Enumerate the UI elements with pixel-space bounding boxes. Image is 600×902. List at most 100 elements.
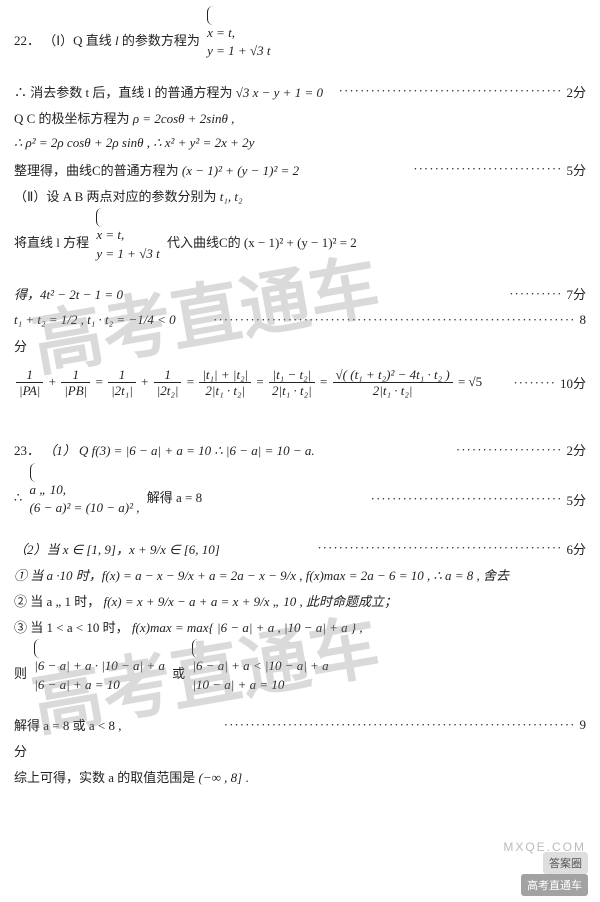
q22-curve: 整理得，曲线C的普通方程为 (x − 1)² + (y − 1)² = 2 ··… [14, 158, 586, 180]
sub-pre: 将直线 l 方程 [14, 236, 92, 251]
q23-case3a: ③ 当 1 < a < 10 时， f(x)max = max{ |6 − a|… [14, 615, 586, 637]
fen9: 分 [14, 741, 27, 760]
pts-7: 7分 [566, 284, 586, 303]
f-2t1: 1|2t₁| [108, 367, 136, 399]
q22-fracs: 1|PA| + 1|PB| = 1|2t₁| + 1|2t₂| = |t₁| +… [14, 367, 586, 399]
q23-solve2: 解得 a = 8 或 a < 8 , ·····················… [14, 714, 586, 736]
curve-eq: (x − 1)² + (y − 1)² = 2 [182, 163, 299, 178]
q23-brace1: a „ 10, (6 − a)² = (10 − a)² , [30, 465, 140, 533]
pts-10: 10分 [560, 373, 586, 392]
curve-text: 整理得，曲线C的普通方程为 [14, 163, 182, 178]
f-pb: 1|PB| [61, 367, 90, 399]
dots: ········································… [224, 717, 576, 733]
d: 2|t₁ · t₂| [333, 383, 453, 399]
q23-num: 23． [14, 443, 40, 458]
solve2: 解得 a = 8 或 a < 8 , [14, 715, 220, 734]
final-dot: . [245, 770, 248, 785]
q23-brace: ∴ a „ 10, (6 − a)² = (10 − a)² , 解得 a = … [14, 465, 586, 533]
n: 1 [108, 367, 136, 384]
rho2-eq: ∴ ρ² = 2ρ cosθ + 2ρ sinθ , ∴ x² + y² = 2… [14, 135, 586, 151]
br1: a „ 10, [30, 481, 140, 499]
d: |2t₂| [154, 383, 182, 399]
n: 1 [154, 367, 182, 384]
d: |PA| [16, 383, 43, 399]
q23-braceL: |6 − a| + a · |10 − a| + a |6 − a| + a =… [34, 641, 165, 709]
q22-p1-text: （Ⅰ）Q 直线 [43, 33, 111, 48]
bL2: |6 − a| + a = 10 [34, 676, 165, 694]
pts-6: 6分 [566, 539, 586, 558]
get-eq: 得，4t² − 2t − 1 = 0 [14, 284, 505, 303]
q22-line1: 22． （Ⅰ）Q 直线 l 的参数方程为 x = t, y = 1 + √3 t [14, 8, 586, 76]
brace2-r1: x = t, [96, 226, 159, 244]
p2-text: （Ⅱ）设 A B 两点对应的参数分别为 [14, 189, 220, 204]
n: √( (t₁ + t₂)² − 4t₁ · t₂ ) [333, 367, 453, 384]
q22-brace2: x = t, y = 1 + √3 t [96, 210, 159, 278]
q22-p2: （Ⅱ）设 A B 两点对应的参数分别为 t₁, t₂ [14, 184, 586, 206]
polar-text: Q C 的极坐标方程为 [14, 111, 133, 126]
n: 1 [61, 367, 90, 384]
vieta-eq: t₁ + t₂ = 1/2 , t₁ · t₂ = −1/4 < 0 [14, 312, 209, 328]
p2-eq: （2）当 x ∈ [1, 9]，x + 9/x ∈ [6, 10] [14, 539, 313, 558]
dots: ···································· [371, 491, 563, 507]
case2b: f(x) = x + 9/x − a + a = x + 9/x „ 10 , … [104, 594, 397, 609]
q23-l1: 23． （1） Q f(3) = |6 − a| + a = 10 ∴ |6 −… [14, 439, 586, 461]
q22-brace1: x = t, y = 1 + √3 t [207, 8, 270, 76]
huo: 或 [172, 666, 185, 681]
dots: ···················· [456, 442, 563, 458]
d: 2|t₁ · t₂| [199, 383, 251, 399]
dots: ········································… [317, 540, 562, 556]
fen8: 分 [14, 336, 27, 355]
q22-elim: ∴ 消去参数 t 后，直线 l 的普通方程为 √3 x − y + 1 = 0 … [14, 80, 586, 102]
f-r3: √( (t₁ + t₂)² − 4t₁ · t₂ )2|t₁ · t₂| [333, 367, 453, 399]
pts-5: 5分 [566, 160, 586, 179]
f-r1: |t₁| + |t₂|2|t₁ · t₂| [199, 367, 251, 399]
case3b: f(x)max = max{ |6 − a| + a , |10 − a| + … [132, 620, 363, 635]
case2a: ② 当 a „ 1 时， [14, 594, 100, 609]
bR2: |10 − a| + a = 10 [192, 676, 328, 694]
q22-fen8: 分 [14, 335, 586, 357]
q23-case2: ② 当 a „ 1 时， f(x) = x + 9/x − a + a = x … [14, 589, 586, 611]
pts-9: 9 [580, 717, 587, 733]
bL1: |6 − a| + a · |10 − a| + a [34, 657, 165, 675]
q23-case1: ① 当 a ·10 时，f(x) = a − x − 9/x + a = 2a … [14, 563, 586, 585]
logo-gk: 高考直通车 [521, 874, 588, 896]
q22-vieta: t₁ + t₂ = 1/2 , t₁ · t₂ = −1/4 < 0 ·····… [14, 309, 586, 331]
n: 1 [16, 367, 43, 384]
pts-5b: 5分 [566, 490, 586, 509]
q22-polar: Q C 的极坐标方程为 ρ = 2cosθ + 2sinθ , [14, 106, 586, 128]
logo-answer: 答案圈 [543, 852, 588, 874]
polar-eq: ρ = 2cosθ + 2sinθ , [133, 111, 235, 126]
case3a: ③ 当 1 < a < 10 时， [14, 620, 129, 635]
f-pa: 1|PA| [16, 367, 43, 399]
n: |t₁| + |t₂| [199, 367, 251, 384]
dots: ········································… [213, 312, 575, 328]
f-2t2: 1|2t₂| [154, 367, 182, 399]
d: |PB| [61, 383, 90, 399]
q22-rho2: ∴ ρ² = 2ρ cosθ + 2ρ sinθ , ∴ x² + y² = 2… [14, 132, 586, 154]
n: |t₁ − t₂| [269, 367, 315, 384]
q22-get: 得，4t² − 2t − 1 = 0 ·········· 7分 [14, 283, 586, 305]
case1: ① 当 a ·10 时，f(x) = a − x − 9/x + a = 2a … [14, 565, 586, 584]
ze: 则 [14, 666, 27, 681]
bR1: |6 − a| + a < |10 − a| + a [192, 657, 328, 675]
sub-post: 代入曲线C的 (x − 1)² + (y − 1)² = 2 [167, 236, 357, 251]
q23-p1: （1） Q f(3) = |6 − a| + a = 10 ∴ |6 − a| … [43, 443, 314, 458]
d: 2|t₁ · t₂| [269, 383, 315, 399]
br2: (6 − a)² = (10 − a)² , [30, 499, 140, 517]
dots: ········································… [339, 83, 563, 99]
pts-2b: 2分 [566, 440, 586, 459]
brace1-r1: x = t, [207, 24, 270, 42]
final-ans: (−∞ , 8] [199, 770, 243, 785]
brace2-r2: y = 1 + √3 t [96, 245, 159, 263]
q22-l: l [115, 33, 119, 48]
d: |2t₁| [108, 383, 136, 399]
q22-number: 22． [14, 33, 40, 48]
dots: ···························· [413, 161, 562, 177]
q22-elim-text: ∴ 消去参数 t 后，直线 l 的普通方程为 [14, 85, 236, 100]
dots: ·········· [509, 286, 562, 302]
pts-2: 2分 [566, 82, 586, 101]
dots: ········ [513, 375, 556, 391]
q23-final: 综上可得，实数 a 的取值范围是 (−∞ , 8] . [14, 766, 586, 788]
q23-braceR: |6 − a| + a < |10 − a| + a |10 − a| + a … [192, 641, 328, 709]
final-pre: 综上可得，实数 a 的取值范围是 [14, 770, 199, 785]
